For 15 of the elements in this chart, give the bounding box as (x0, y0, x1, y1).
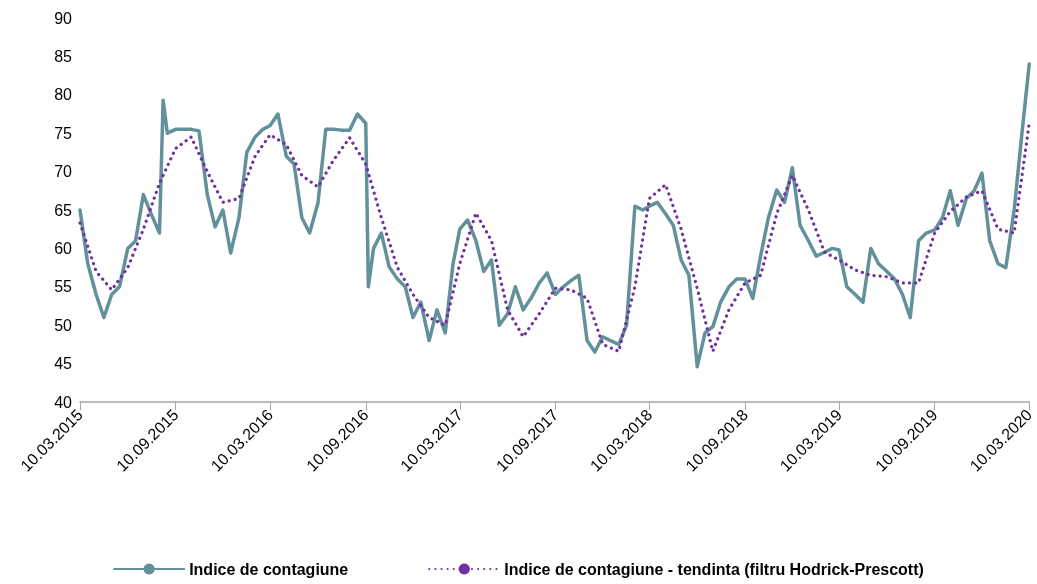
y-tick-label: 80 (54, 86, 73, 104)
y-tick-label: 40 (54, 393, 73, 411)
y-tick-label: 60 (54, 239, 73, 257)
y-tick-label: 45 (54, 355, 73, 373)
y-tick-label: 85 (54, 47, 73, 65)
y-tick-label: 50 (54, 316, 73, 334)
legend-label: Indice de contagiune - tendinta (filtru Hodrick-Prescott) (504, 560, 924, 578)
legend-label: Indice de contagiune (189, 560, 349, 578)
y-tick-label: 75 (54, 124, 73, 142)
y-tick-label: 55 (54, 278, 73, 296)
y-tick-label: 90 (54, 9, 73, 27)
y-tick-label: 70 (54, 163, 73, 181)
line-series (78, 62, 1031, 369)
y-tick-label: 65 (54, 201, 73, 219)
line-series (78, 121, 1031, 353)
